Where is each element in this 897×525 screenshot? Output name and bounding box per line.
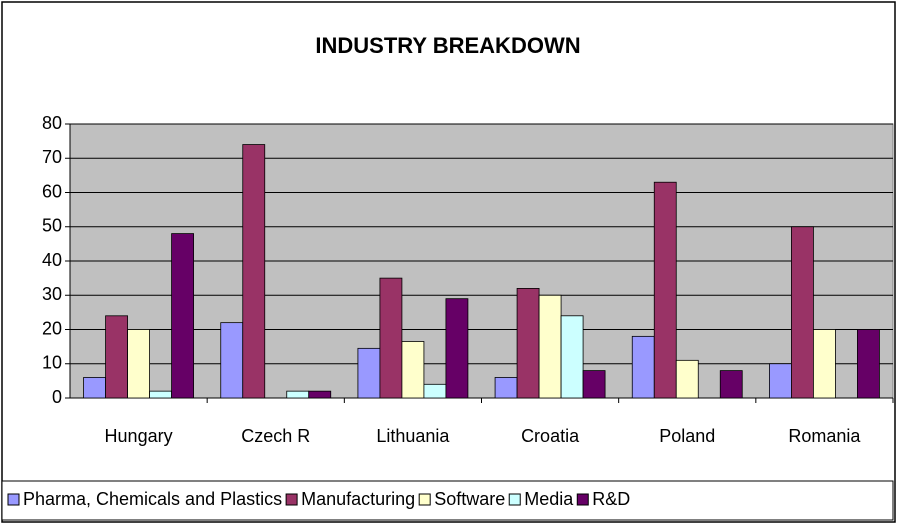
legend-swatch [285, 493, 298, 506]
y-tick-label: 80 [42, 113, 62, 133]
bar [149, 390, 172, 399]
y-tick-label: 30 [42, 284, 62, 304]
bar [445, 298, 469, 399]
y-tick-label: 0 [52, 387, 62, 407]
bar [171, 233, 194, 399]
bar [308, 390, 332, 399]
bar [653, 181, 677, 399]
y-tick-label: 70 [42, 147, 62, 167]
x-tick-label: Hungary [105, 426, 173, 446]
bar [242, 144, 266, 399]
y-tick-label: 50 [42, 216, 62, 236]
y-tick-label: 10 [42, 353, 62, 373]
bar [83, 377, 106, 399]
x-tick-label: Czech R [241, 426, 310, 446]
legend-swatch [576, 493, 589, 506]
legend-swatch [418, 493, 431, 506]
bar [538, 294, 562, 399]
x-tick-label: Croatia [521, 426, 580, 446]
y-tick-label: 60 [42, 181, 62, 201]
bar [357, 347, 381, 399]
bar [286, 390, 310, 399]
legend-box [1, 480, 894, 521]
bar [127, 329, 150, 399]
bar [769, 363, 792, 399]
bar [401, 341, 425, 399]
bar [813, 329, 836, 399]
x-tick-label: Lithuania [376, 426, 450, 446]
bar [379, 277, 403, 399]
legend-label: Media [524, 489, 574, 509]
chart-title: INDUSTRY BREAKDOWN [315, 33, 580, 58]
bar [494, 377, 518, 399]
bar [857, 329, 880, 399]
x-tick-label: Romania [788, 426, 861, 446]
bar [220, 322, 244, 399]
legend-label: Manufacturing [301, 489, 415, 509]
bar [516, 287, 540, 399]
bar [423, 383, 447, 399]
legend-label: Software [434, 489, 505, 509]
bar [791, 226, 814, 399]
legend-label: R&D [592, 489, 630, 509]
y-tick-label: 20 [42, 318, 62, 338]
legend-swatch [508, 493, 521, 506]
bar [105, 315, 128, 399]
x-tick-label: Poland [659, 426, 715, 446]
bar [675, 359, 699, 399]
legend-label: Pharma, Chemicals and Plastics [23, 489, 282, 509]
bar [631, 335, 655, 399]
y-tick-label: 40 [42, 250, 62, 270]
legend-swatch [7, 493, 20, 506]
bar [582, 370, 606, 399]
bar [560, 315, 584, 399]
bar [719, 370, 743, 399]
